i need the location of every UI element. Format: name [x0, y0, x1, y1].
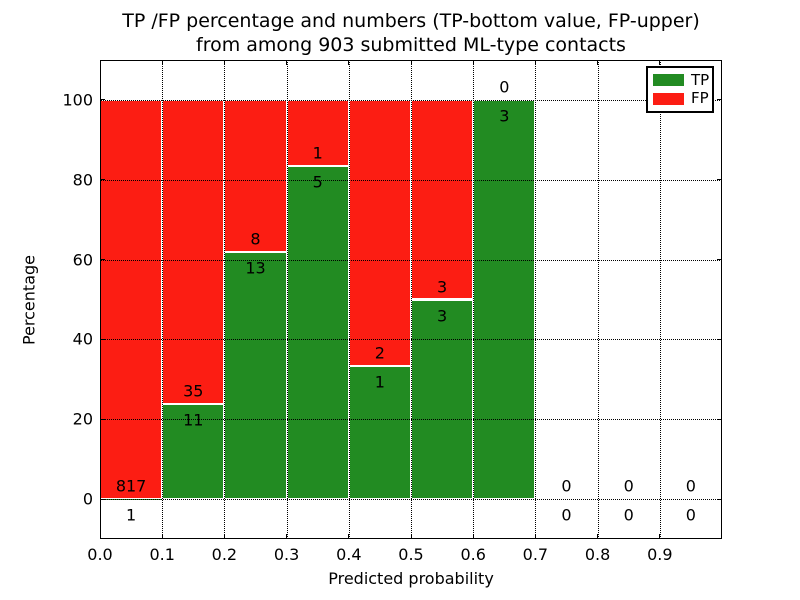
fp-count-label: 2 — [374, 343, 385, 363]
y-axis-tick — [717, 418, 722, 420]
fp-count-label: 35 — [183, 381, 204, 401]
x-axis-tick — [410, 60, 412, 65]
tp-count-label: 1 — [374, 372, 385, 392]
y-axis-tick — [717, 99, 722, 101]
x-axis-tick — [161, 60, 163, 65]
y-tick-label: 0 — [82, 489, 93, 509]
tp-bar — [286, 166, 349, 500]
fp-count-label: 1 — [312, 143, 323, 163]
tp-bar — [411, 299, 474, 500]
y-axis-tick — [717, 259, 722, 261]
fp-bar — [162, 99, 225, 404]
fp-bar — [286, 99, 349, 167]
tp-bar — [224, 251, 287, 500]
x-axis-label: Predicted probability — [328, 569, 494, 588]
x-axis-tick — [99, 534, 101, 539]
fp-count-label: 0 — [623, 476, 634, 496]
v-gridline — [224, 60, 226, 539]
x-axis-tick — [223, 60, 225, 65]
y-axis-tick — [100, 418, 105, 420]
x-axis-tick — [472, 534, 474, 539]
x-tick-label: 0.3 — [273, 545, 300, 564]
x-axis-tick — [534, 60, 536, 65]
v-gridline — [286, 60, 288, 539]
legend-entry-tp: TP — [653, 70, 710, 89]
x-axis-tick — [223, 534, 225, 539]
x-axis-tick — [597, 534, 599, 539]
x-tick-label: 0.1 — [149, 545, 175, 564]
y-axis-tick — [100, 99, 105, 101]
fp-bar — [100, 99, 163, 499]
v-gridline — [473, 60, 475, 539]
fp-bar — [348, 99, 411, 367]
x-axis-tick — [534, 534, 536, 539]
tp-bar — [473, 99, 536, 500]
x-tick-label: 0.4 — [336, 545, 362, 564]
plot-area: 817 1 35 11 8 13 1 5 2 1 3 3 0 3 0 0 0 0 0 0 — [99, 60, 722, 539]
y-tick-label: 100 — [62, 90, 93, 110]
x-axis-tick — [659, 534, 661, 539]
y-axis-tick — [100, 259, 105, 261]
x-tick-label: 0.8 — [584, 545, 611, 564]
x-axis-tick — [348, 60, 350, 65]
x-tick-label: 0.7 — [522, 545, 549, 564]
tp-legend-label: TP — [691, 70, 710, 89]
x-axis-tick — [597, 60, 599, 65]
legend-entry-fp: FP — [653, 91, 709, 106]
tp-count-label: 0 — [561, 505, 572, 525]
x-axis-tick — [410, 534, 412, 539]
y-axis-tick — [717, 179, 722, 181]
fp-swatch-icon — [653, 92, 684, 105]
x-axis-tick — [161, 534, 163, 539]
fp-count-label: 8 — [250, 229, 261, 249]
v-gridline — [597, 60, 599, 539]
x-axis-tick — [286, 60, 288, 65]
v-gridline — [348, 60, 350, 539]
fp-bar — [411, 99, 474, 300]
chart-title-line1: TP /FP percentage and numbers (TP-bottom… — [122, 10, 700, 32]
y-tick-label: 40 — [72, 329, 93, 349]
x-tick-label: 0.0 — [87, 545, 113, 564]
x-tick-label: 0.9 — [647, 545, 673, 564]
y-axis-tick — [717, 498, 722, 500]
x-tick-label: 0.2 — [211, 545, 238, 564]
y-axis-tick — [100, 338, 105, 340]
legend: TP FP — [646, 66, 714, 113]
v-gridline — [535, 60, 537, 539]
fp-count-label: 817 — [115, 476, 147, 496]
x-tick-label: 0.5 — [398, 545, 424, 564]
tp-count-label: 1 — [126, 505, 137, 525]
fp-count-label: 0 — [685, 476, 696, 496]
tp-swatch-icon — [653, 74, 684, 87]
fp-legend-label: FP — [691, 89, 709, 108]
tp-count-label: 3 — [499, 106, 510, 126]
y-tick-label: 60 — [72, 250, 93, 270]
y-axis-tick — [100, 498, 105, 500]
tp-count-label: 3 — [437, 306, 448, 325]
tp-count-label: 11 — [183, 410, 204, 430]
tp-count-label: 0 — [623, 505, 634, 525]
x-axis-tick — [286, 534, 288, 539]
fp-count-label: 0 — [499, 77, 510, 97]
x-tick-label: 0.6 — [460, 545, 486, 564]
tp-count-label: 0 — [685, 505, 696, 525]
y-tick-label: 20 — [72, 409, 93, 429]
y-tick-label: 80 — [72, 170, 93, 190]
x-axis-tick — [659, 60, 661, 65]
x-axis-tick — [472, 60, 474, 65]
tp-count-label: 13 — [245, 258, 266, 278]
tp-count-label: 5 — [312, 172, 323, 192]
x-axis-tick — [99, 60, 101, 65]
fp-count-label: 0 — [561, 476, 572, 496]
chart-title-line2: from among 903 submitted ML-type contact… — [196, 34, 626, 56]
v-gridline — [659, 60, 661, 539]
v-gridline — [411, 60, 412, 539]
x-axis-tick — [348, 534, 350, 539]
fp-bar — [224, 99, 287, 252]
y-axis-tick — [717, 338, 722, 340]
v-gridline — [162, 60, 164, 539]
fp-count-label: 3 — [437, 277, 448, 296]
y-axis-tick — [100, 179, 105, 181]
